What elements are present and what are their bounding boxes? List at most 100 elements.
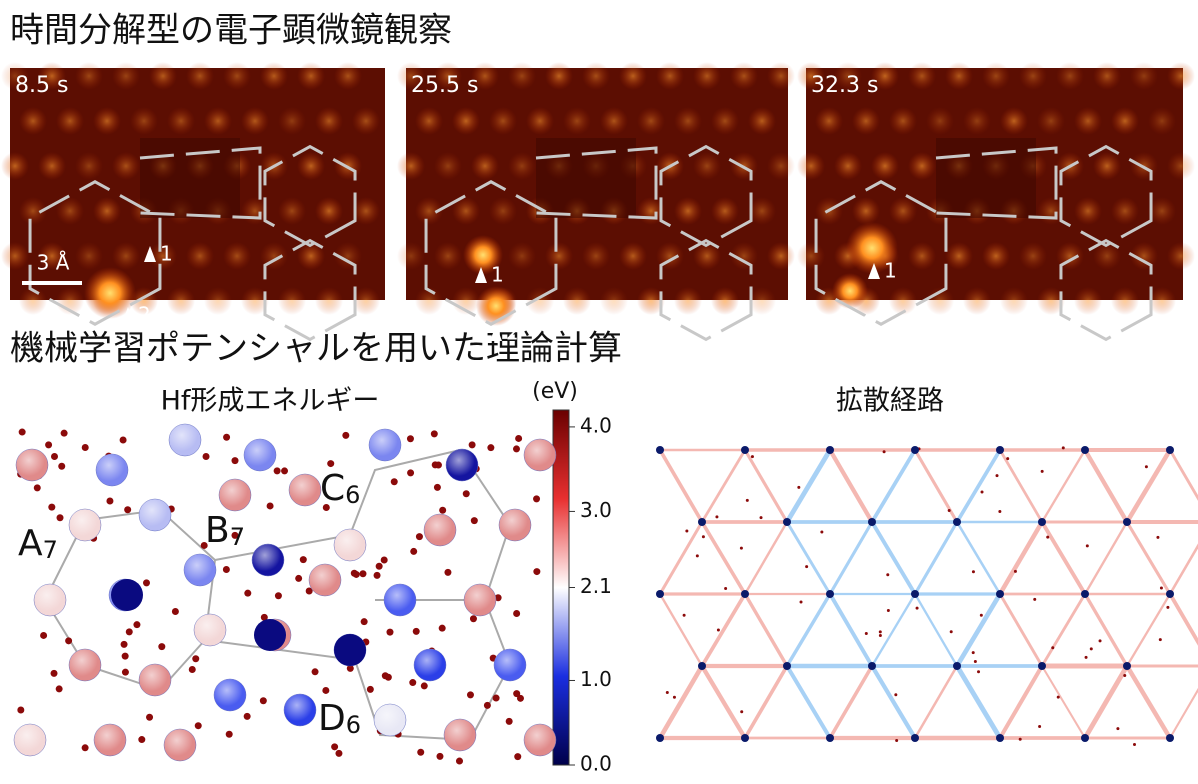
small-atom: [259, 697, 267, 705]
diffusion-path: [658, 449, 704, 523]
site-index: 6: [346, 711, 361, 739]
lattice-spot: [149, 62, 177, 90]
lattice-spot: [489, 107, 517, 135]
small-atom: [487, 444, 495, 452]
diffusion-path: [658, 593, 704, 667]
page-title: 時間分解型の電子顕微鏡観察: [10, 11, 452, 51]
diffusion-path: [700, 449, 747, 523]
small-atom: [455, 757, 463, 765]
node-atom: [911, 590, 919, 598]
lattice-spot: [545, 242, 573, 270]
lattice-spot: [489, 197, 517, 225]
diffusion-path: [743, 593, 789, 667]
small-atom: [915, 606, 919, 610]
diffusion-path: [870, 664, 917, 740]
small-atom: [533, 495, 541, 503]
lattice-spot: [56, 197, 84, 225]
host-atom: [254, 619, 286, 651]
panel-title: 拡散経路: [836, 386, 944, 417]
lattice-spot: [674, 197, 702, 225]
small-atom: [1033, 597, 1037, 601]
lattice-spot: [112, 242, 140, 270]
lattice-spot: [19, 107, 47, 135]
tem-panel: 8.5 s 1 2 3 Å: [1, 62, 385, 342]
node-atom: [1166, 446, 1174, 454]
vacancy-shadow: [140, 138, 240, 218]
small-atom: [359, 570, 367, 578]
small-atom: [513, 610, 521, 618]
ring-outline: [424, 180, 558, 326]
small-atom: [998, 509, 1002, 513]
lattice-spot: [693, 152, 721, 180]
lattice-spot: [508, 62, 536, 90]
small-atom: [745, 498, 749, 502]
lattice-spot: [926, 107, 954, 135]
lattice-spot: [75, 152, 103, 180]
lattice-spot: [434, 242, 462, 270]
small-atom: [739, 546, 743, 550]
lattice-spot: [545, 62, 573, 90]
node-atom: [1123, 518, 1131, 526]
atom-highlight: [384, 584, 416, 616]
small-atom: [415, 533, 423, 541]
small-atom: [266, 502, 274, 510]
small-atom: [977, 670, 981, 674]
atom-highlight: [494, 649, 526, 681]
small-atom: [470, 517, 478, 525]
lattice-spot: [278, 107, 306, 135]
small-atom: [202, 453, 210, 461]
marker-label: 2: [138, 303, 151, 327]
node-atom: [783, 518, 791, 526]
node-atom: [826, 590, 834, 598]
node-atom: [911, 446, 919, 454]
small-atom: [409, 679, 417, 687]
node-atom: [996, 446, 1004, 454]
small-atom: [146, 713, 154, 721]
lattice-spot: [75, 242, 103, 270]
node-atom: [826, 446, 834, 454]
lattice-spot: [1130, 242, 1158, 270]
lattice-spot: [926, 287, 954, 315]
lattice-spot: [241, 107, 269, 135]
marker-triangle: [844, 317, 856, 333]
lattice-spot: [297, 152, 325, 180]
diffusion-path: [1169, 687, 1198, 739]
node-atom: [868, 518, 876, 526]
colorbar-tick-label: 4.0: [580, 413, 612, 437]
time-label: 25.5 s: [411, 73, 478, 98]
lattice-spot: [352, 197, 380, 225]
diffusion-path: [1168, 593, 1198, 646]
small-atom: [331, 743, 339, 751]
lattice-spot: [352, 107, 380, 135]
lattice-spot: [748, 287, 776, 315]
small-atom: [40, 631, 48, 639]
node-atom: [1166, 590, 1174, 598]
marker-triangle: [122, 307, 134, 323]
site-index: 7: [43, 536, 58, 564]
small-atom: [973, 660, 977, 664]
lattice-spot: [748, 197, 776, 225]
lattice-spot: [889, 107, 917, 135]
small-atom: [724, 587, 728, 591]
diffusion-path: [828, 593, 874, 667]
node-atom: [1123, 662, 1131, 670]
diffusion-path: [955, 521, 1002, 595]
small-atom: [33, 484, 41, 492]
small-atom: [882, 450, 886, 454]
small-atom: [685, 529, 689, 533]
small-atom: [194, 722, 202, 730]
node-atom: [1166, 734, 1174, 742]
small-atom: [1166, 605, 1170, 609]
lattice-spot: [674, 107, 702, 135]
lattice-spot: [748, 107, 776, 135]
small-atom: [514, 753, 522, 761]
diffusion-path: [998, 449, 1044, 523]
small-atom: [346, 664, 354, 672]
small-atom: [299, 556, 307, 564]
atom-highlight: [244, 439, 276, 471]
small-atom: [231, 457, 239, 465]
time-label: 8.5 s: [15, 73, 68, 98]
diffusion-path: [998, 593, 1044, 667]
small-atom: [223, 433, 231, 441]
small-atom: [124, 506, 132, 514]
